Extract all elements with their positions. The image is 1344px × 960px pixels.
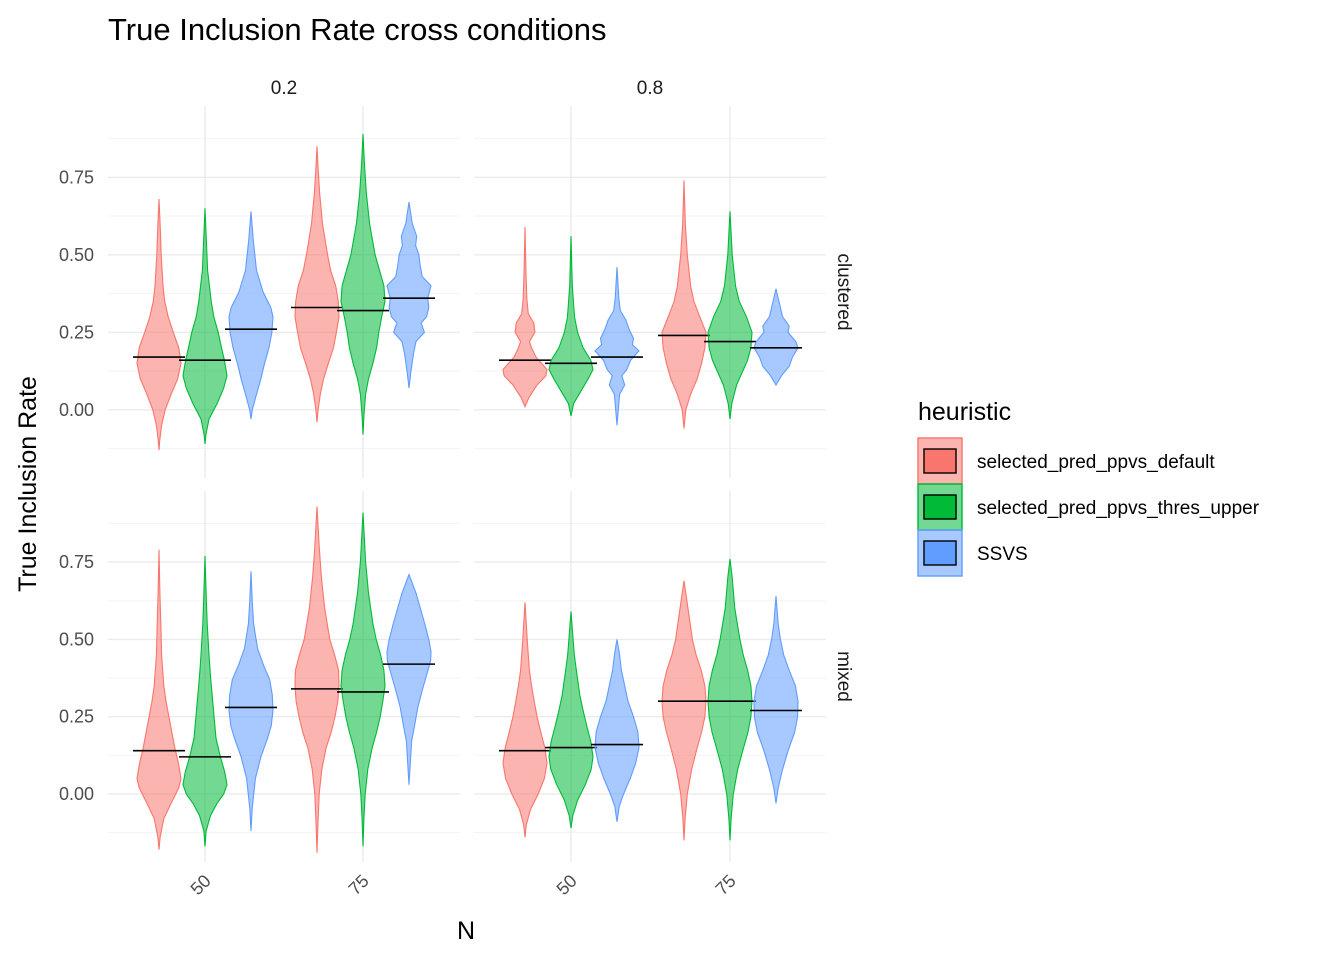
strip-label-row-clustered: clustered [833, 253, 854, 330]
y-tick-label: 0.75 [59, 552, 94, 572]
legend-item-selected-pred-ppvs-thres-upper: selected_pred_ppvs_thres_upper [917, 483, 1260, 531]
x-tick-label: 50 [553, 871, 581, 899]
legend-key [923, 448, 957, 474]
legend-label: selected_pred_ppvs_thres_upper [977, 498, 1260, 519]
facet-panels: 0.2 0.8 clustered mixed 0.00 0.25 0.50 0.75 0.00… [59, 78, 854, 899]
y-tick-label: 0.25 [59, 707, 94, 727]
violin-selected-pred-ppvs-default-n75 [661, 180, 707, 429]
violin-selected-pred-ppvs-default-n50 [502, 602, 548, 838]
violin-ssvs-n50 [228, 211, 274, 420]
x-tick-label: 75 [712, 871, 740, 899]
violin-selected-pred-ppvs-thres-upper-n75 [340, 133, 386, 435]
violin-ssvs-n75 [386, 572, 432, 785]
x-tick-label: 75 [345, 871, 373, 899]
y-tick-label: 0.00 [59, 784, 94, 804]
x-tick-label: 50 [187, 871, 215, 899]
violin-ssvs-n75 [386, 202, 432, 389]
legend-key [923, 540, 957, 566]
violin-selected-pred-ppvs-thres-upper-n50 [182, 208, 228, 444]
legend-item-ssvs: SSVS [917, 529, 1028, 577]
legend: heuristic selected_pred_ppvs_defaultselec… [917, 398, 1260, 577]
legend-key [923, 494, 957, 520]
violin-selected-pred-ppvs-default-n50 [502, 226, 548, 409]
violin-ssvs-n75 [753, 288, 799, 387]
violin-selected-pred-ppvs-thres-upper-n75 [340, 512, 386, 847]
y-tick-label: 0.00 [59, 400, 94, 420]
x-axis-title: N [457, 917, 475, 945]
violin-selected-pred-ppvs-default-n50 [136, 549, 182, 850]
violin-selected-pred-ppvs-default-n75 [294, 506, 340, 853]
violin-ssvs-n75 [753, 596, 799, 804]
chart-title: True Inclusion Rate cross conditions [108, 12, 607, 47]
violin-ssvs-n50 [228, 571, 274, 832]
y-tick-label: 0.50 [59, 629, 94, 649]
y-tick-label: 0.25 [59, 322, 94, 342]
violin-selected-pred-ppvs-thres-upper-n75 [707, 211, 753, 420]
strip-label-col-0-8: 0.8 [637, 78, 663, 99]
violin-ssvs-n50 [594, 639, 640, 822]
strip-label-row-mixed: mixed [833, 651, 854, 702]
legend-label: SSVS [977, 544, 1028, 565]
strip-label-col-0-2: 0.2 [271, 78, 297, 99]
violin-selected-pred-ppvs-thres-upper-n50 [548, 236, 594, 417]
violin-selected-pred-ppvs-default-n50 [136, 198, 182, 451]
violin-selected-pred-ppvs-thres-upper-n50 [548, 611, 594, 829]
violin-selected-pred-ppvs-default-n75 [294, 146, 340, 423]
y-axis-title: True Inclusion Rate [14, 376, 42, 592]
violin-selected-pred-ppvs-default-n75 [661, 580, 707, 841]
violin-selected-pred-ppvs-thres-upper-n50 [182, 555, 228, 847]
legend-item-selected-pred-ppvs-default: selected_pred_ppvs_default [917, 437, 1215, 485]
legend-label: selected_pred_ppvs_default [977, 452, 1215, 473]
violin-ssvs-n50 [594, 267, 640, 426]
y-tick-label: 0.75 [59, 167, 94, 187]
violin-selected-pred-ppvs-thres-upper-n75 [707, 558, 753, 841]
y-tick-label: 0.50 [59, 245, 94, 265]
legend-title: heuristic [918, 398, 1011, 426]
